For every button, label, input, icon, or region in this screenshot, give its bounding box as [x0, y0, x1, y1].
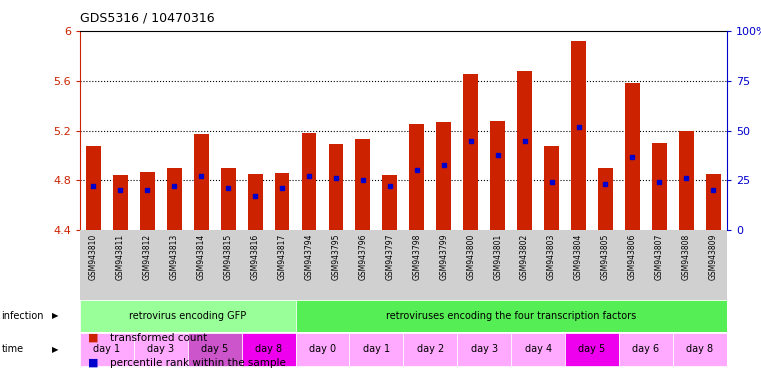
- Bar: [490, 121, 505, 230]
- Bar: [80, 333, 134, 366]
- Text: GSM943800: GSM943800: [466, 234, 475, 280]
- Bar: [673, 333, 727, 366]
- Bar: [295, 333, 349, 366]
- Bar: [403, 333, 457, 366]
- Bar: [625, 83, 640, 230]
- Text: infection: infection: [2, 311, 44, 321]
- Text: day 3: day 3: [470, 344, 498, 354]
- Bar: [598, 168, 613, 230]
- Text: GSM943805: GSM943805: [601, 234, 610, 280]
- Text: retrovirus encoding GFP: retrovirus encoding GFP: [129, 311, 247, 321]
- Bar: [167, 168, 182, 230]
- Text: GDS5316 / 10470316: GDS5316 / 10470316: [80, 12, 215, 25]
- Text: GSM943796: GSM943796: [358, 234, 368, 280]
- Text: ■: ■: [88, 358, 98, 368]
- Text: day 8: day 8: [686, 344, 713, 354]
- Text: GSM943814: GSM943814: [196, 234, 205, 280]
- Bar: [301, 133, 317, 230]
- Bar: [571, 41, 586, 230]
- Text: ▶: ▶: [52, 311, 59, 320]
- Bar: [188, 333, 242, 366]
- Text: day 0: day 0: [309, 344, 336, 354]
- Text: GSM943806: GSM943806: [628, 234, 637, 280]
- Bar: [679, 131, 694, 230]
- Text: GSM943797: GSM943797: [385, 234, 394, 280]
- Bar: [409, 124, 424, 230]
- Bar: [457, 333, 511, 366]
- Text: ▶: ▶: [52, 345, 59, 354]
- Bar: [511, 333, 565, 366]
- Text: day 3: day 3: [147, 344, 174, 354]
- Text: GSM943809: GSM943809: [708, 234, 718, 280]
- Bar: [242, 333, 295, 366]
- Bar: [221, 168, 236, 230]
- Bar: [619, 333, 673, 366]
- Text: day 1: day 1: [94, 344, 120, 354]
- Text: GSM943804: GSM943804: [574, 234, 583, 280]
- Text: retroviruses encoding the four transcription factors: retroviruses encoding the four transcrip…: [386, 311, 636, 321]
- Text: GSM943795: GSM943795: [332, 234, 340, 280]
- Text: day 6: day 6: [632, 344, 660, 354]
- Text: GSM943816: GSM943816: [250, 234, 260, 280]
- Text: day 1: day 1: [363, 344, 390, 354]
- Text: percentile rank within the sample: percentile rank within the sample: [110, 358, 286, 368]
- Text: GSM943811: GSM943811: [116, 234, 125, 280]
- Bar: [275, 173, 289, 230]
- Bar: [194, 134, 209, 230]
- Bar: [544, 146, 559, 230]
- Bar: [295, 300, 727, 331]
- Bar: [329, 144, 343, 230]
- Text: ■: ■: [88, 333, 98, 343]
- Text: day 4: day 4: [524, 344, 552, 354]
- Bar: [383, 175, 397, 230]
- Bar: [652, 143, 667, 230]
- Text: GSM943810: GSM943810: [89, 234, 98, 280]
- Text: GSM943802: GSM943802: [520, 234, 529, 280]
- Bar: [349, 333, 403, 366]
- Text: day 5: day 5: [578, 344, 606, 354]
- Text: GSM943813: GSM943813: [170, 234, 179, 280]
- Text: day 5: day 5: [201, 344, 228, 354]
- Text: GSM943801: GSM943801: [493, 234, 502, 280]
- Bar: [140, 172, 154, 230]
- Bar: [436, 122, 451, 230]
- Bar: [86, 146, 100, 230]
- Bar: [113, 175, 128, 230]
- Bar: [463, 74, 478, 230]
- Bar: [247, 174, 263, 230]
- Bar: [706, 174, 721, 230]
- Text: GSM943794: GSM943794: [304, 234, 314, 280]
- Bar: [134, 333, 188, 366]
- Text: time: time: [2, 344, 24, 354]
- Bar: [80, 300, 295, 331]
- Text: GSM943815: GSM943815: [224, 234, 233, 280]
- Text: GSM943817: GSM943817: [278, 234, 287, 280]
- Text: GSM943807: GSM943807: [655, 234, 664, 280]
- Text: day 8: day 8: [255, 344, 282, 354]
- Text: GSM943812: GSM943812: [143, 234, 151, 280]
- Bar: [517, 71, 532, 230]
- Bar: [565, 333, 619, 366]
- Text: GSM943799: GSM943799: [439, 234, 448, 280]
- Text: GSM943803: GSM943803: [547, 234, 556, 280]
- Text: transformed count: transformed count: [110, 333, 208, 343]
- Text: GSM943808: GSM943808: [682, 234, 691, 280]
- Text: day 2: day 2: [417, 344, 444, 354]
- Text: GSM943798: GSM943798: [412, 234, 422, 280]
- Bar: [355, 139, 371, 230]
